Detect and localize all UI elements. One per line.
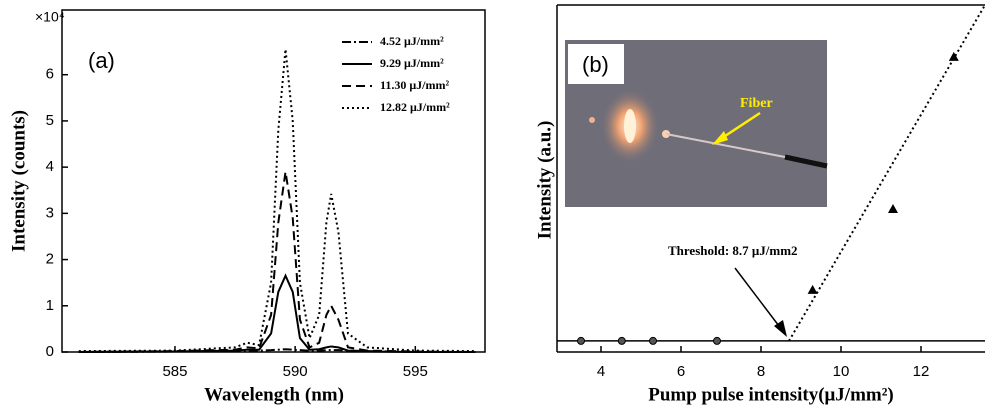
annotation-arrow bbox=[734, 267, 787, 337]
y-tick-label: 4 bbox=[46, 158, 54, 175]
x-tick-label: 6 bbox=[677, 363, 685, 380]
legend-label: 4.52 μJ/mm² bbox=[380, 34, 444, 48]
x-tick-label: 10 bbox=[833, 363, 850, 380]
annotation: Threshold: 8.7 μJ/mm2 bbox=[668, 243, 798, 258]
panel-label: (a) bbox=[88, 48, 115, 73]
circle-point bbox=[649, 336, 657, 345]
y-tick-label: 1 bbox=[46, 297, 54, 314]
legend-label: 12.82 μJ/mm² bbox=[380, 100, 450, 114]
triangle-point bbox=[807, 284, 818, 294]
panel-label: (b) bbox=[582, 52, 609, 77]
spectrum-line bbox=[78, 171, 476, 353]
y-axis-label: Intensity (counts) bbox=[8, 110, 29, 252]
circle-point bbox=[577, 336, 585, 345]
x-tick-label: 12 bbox=[913, 363, 930, 380]
x-tick-label: 4 bbox=[597, 363, 605, 380]
legend-label: 9.29 μJ/mm² bbox=[380, 56, 444, 70]
spectrum-line bbox=[78, 49, 476, 353]
multiplier: ×10⁴ bbox=[35, 9, 65, 25]
y-axis-label: Intensity (a.u.) bbox=[534, 121, 555, 240]
y-tick-label: 2 bbox=[46, 251, 54, 268]
spectrum-line bbox=[78, 348, 476, 353]
x-tick-label: 585 bbox=[162, 363, 187, 380]
spectrum-line bbox=[78, 273, 476, 353]
circle-point bbox=[617, 336, 626, 345]
inset-label: Fiber bbox=[740, 96, 773, 111]
plot-frame bbox=[61, 9, 486, 353]
x-tick-label: 590 bbox=[283, 363, 308, 380]
x-tick-label: 8 bbox=[757, 363, 765, 380]
x-tick-label: 595 bbox=[403, 363, 428, 380]
y-tick-label: 3 bbox=[46, 204, 54, 221]
circle-point bbox=[713, 336, 721, 345]
y-tick-label: 5 bbox=[46, 112, 54, 129]
panel-label-bg bbox=[568, 44, 624, 84]
x-axis-label: Pump pulse intensity(μJ/mm²) bbox=[648, 384, 894, 405]
legend-label: 11.30 μJ/mm² bbox=[380, 78, 449, 92]
triangle-point bbox=[948, 51, 959, 61]
y-tick-label: 6 bbox=[46, 66, 54, 83]
triangle-point bbox=[888, 203, 898, 213]
y-tick-label: 0 bbox=[46, 343, 54, 360]
x-axis-label: Wavelength (nm) bbox=[204, 384, 344, 405]
